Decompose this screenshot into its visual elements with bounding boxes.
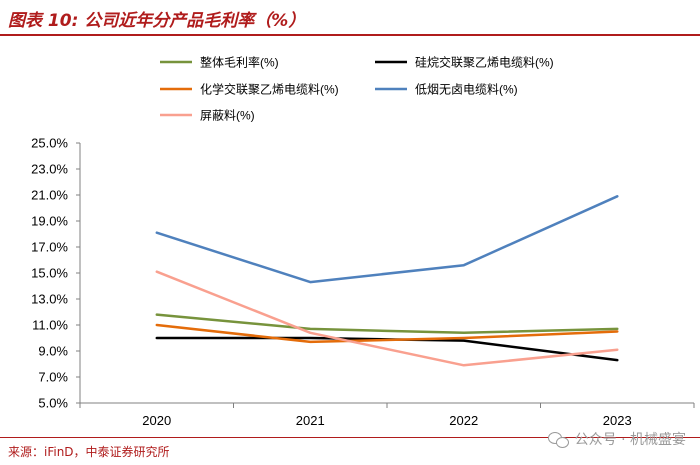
x-tick-label: 2023 [603, 413, 632, 428]
x-axis: 2020 2021 2022 2023 [79, 402, 695, 428]
y-tick-label: 11.0% [32, 318, 68, 333]
legend-label: 整体毛利率(%) [200, 55, 279, 70]
x-tick-label: 2022 [449, 413, 478, 428]
legend-label: 低烟无卤电缆料(%) [415, 83, 518, 97]
y-tick-label: 21.0% [31, 188, 68, 203]
chart-title: 图表 10: 公司近年分产品毛利率（%） [8, 11, 306, 31]
y-tick-label: 5.0% [38, 396, 68, 411]
series-line-化学交联聚乙烯电缆料 [155, 323, 619, 344]
plot-area [155, 195, 619, 367]
x-tick-label: 2021 [296, 413, 325, 428]
legend-label: 硅烷交联聚乙烯电缆料(%) [415, 55, 554, 70]
y-tick-label: 9.0% [38, 344, 68, 359]
source-note: 来源：iFinD，中泰证券研究所 [8, 445, 170, 459]
y-tick-label: 15.0% [31, 266, 68, 281]
title-divider [0, 34, 700, 36]
series-line-整体毛利率 [155, 313, 619, 335]
legend-label: 屏蔽料(%) [200, 109, 255, 123]
legend-label: 化学交联聚乙烯电缆料(%) [200, 82, 339, 97]
wechat-icon [547, 431, 570, 448]
y-tick-label: 25.0% [31, 136, 68, 151]
series-line-低烟无卤电缆料 [155, 195, 619, 284]
watermark: 公众号 · 机械盛宴 [547, 429, 686, 449]
y-tick-label: 17.0% [31, 240, 68, 255]
x-tick-label: 2020 [142, 413, 171, 428]
y-tick-label: 13.0% [31, 292, 68, 307]
footer-divider [0, 437, 700, 438]
y-axis: 25.0% 23.0% 21.0% 19.0% 17.0% 15.0% 13.0% 11.0%… [31, 136, 81, 411]
series-line-屏蔽料 [155, 270, 619, 367]
watermark-text: 公众号 · 机械盛宴 [574, 432, 686, 448]
y-tick-label: 19.0% [31, 214, 68, 229]
y-tick-label: 23.0% [31, 162, 68, 177]
y-tick-label: 7.0% [38, 370, 68, 385]
chart-legend: 整体毛利率(%) 硅烷交联聚乙烯电缆料(%) 化学交联聚乙烯电缆料(%) 低烟无卤电缆… [160, 55, 554, 123]
